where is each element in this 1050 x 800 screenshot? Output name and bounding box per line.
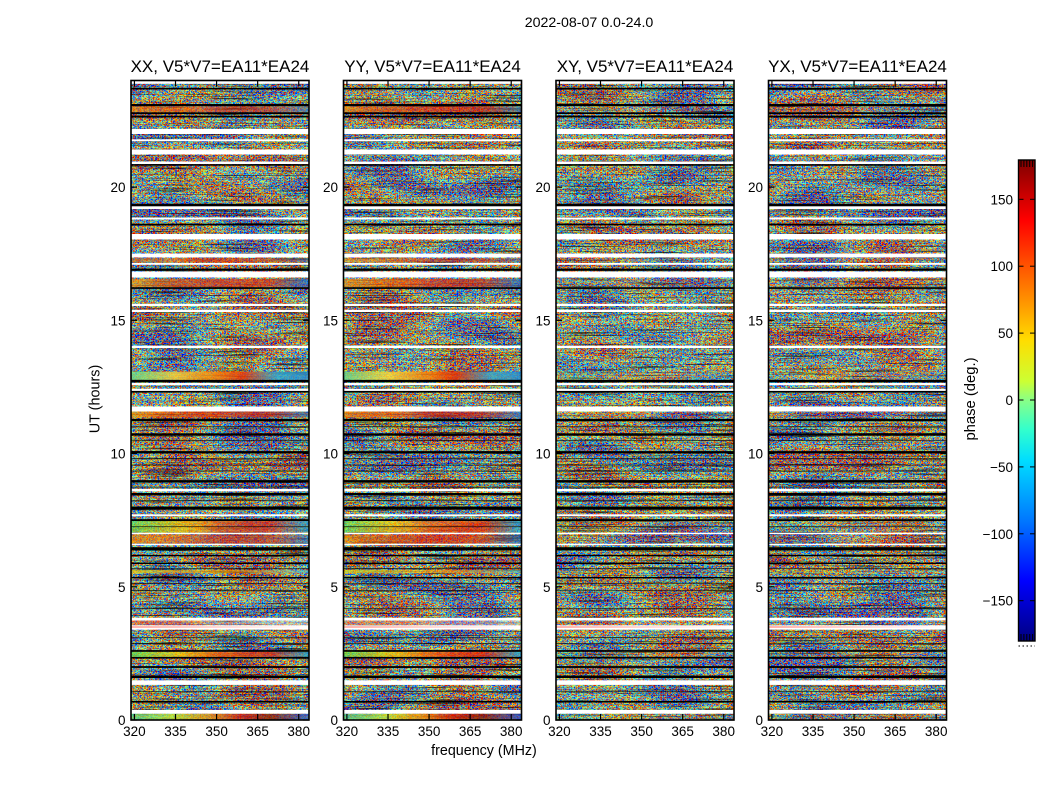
- svg-text:15: 15: [110, 313, 125, 328]
- svg-text:380: 380: [712, 724, 735, 739]
- svg-text:50: 50: [998, 326, 1013, 341]
- svg-text:10: 10: [323, 447, 338, 462]
- svg-text:0: 0: [755, 713, 763, 728]
- svg-text:5: 5: [543, 580, 551, 595]
- svg-text:20: 20: [110, 180, 125, 195]
- svg-text:YX, V5*V7=EA11*EA24: YX, V5*V7=EA11*EA24: [768, 57, 947, 76]
- svg-text:335: 335: [589, 724, 612, 739]
- svg-text:10: 10: [110, 447, 125, 462]
- svg-text:UT (hours): UT (hours): [88, 365, 104, 434]
- svg-text:335: 335: [802, 724, 825, 739]
- svg-text:15: 15: [535, 313, 550, 328]
- svg-text:320: 320: [548, 724, 571, 739]
- svg-text:XY, V5*V7=EA11*EA24: XY, V5*V7=EA11*EA24: [557, 57, 734, 76]
- svg-text:frequency (MHz): frequency (MHz): [431, 743, 537, 759]
- svg-text:YY, V5*V7=EA11*EA24: YY, V5*V7=EA11*EA24: [344, 57, 521, 76]
- svg-text:−100: −100: [983, 527, 1013, 542]
- svg-text:0: 0: [118, 713, 126, 728]
- svg-text:365: 365: [671, 724, 694, 739]
- svg-text:5: 5: [118, 580, 126, 595]
- svg-text:0: 0: [330, 713, 338, 728]
- svg-text:350: 350: [418, 724, 441, 739]
- svg-text:15: 15: [323, 313, 338, 328]
- svg-text:10: 10: [748, 447, 763, 462]
- svg-text:335: 335: [164, 724, 187, 739]
- svg-text:2022-08-07 0.0-24.0: 2022-08-07 0.0-24.0: [525, 15, 654, 31]
- svg-text:380: 380: [500, 724, 523, 739]
- svg-text:365: 365: [246, 724, 269, 739]
- svg-text:320: 320: [336, 724, 359, 739]
- svg-text:320: 320: [123, 724, 146, 739]
- svg-text:20: 20: [323, 180, 338, 195]
- svg-text:5: 5: [755, 580, 763, 595]
- svg-text:20: 20: [748, 180, 763, 195]
- svg-text:20: 20: [535, 180, 550, 195]
- svg-text:−150: −150: [983, 594, 1013, 609]
- svg-text:5: 5: [330, 580, 338, 595]
- svg-text:phase (deg.): phase (deg.): [963, 357, 979, 440]
- svg-text:380: 380: [925, 724, 948, 739]
- svg-text:350: 350: [630, 724, 653, 739]
- svg-text:150: 150: [990, 192, 1013, 207]
- svg-text:320: 320: [761, 724, 784, 739]
- svg-text:0: 0: [1005, 393, 1013, 408]
- svg-text:350: 350: [843, 724, 866, 739]
- svg-text:100: 100: [990, 259, 1013, 274]
- svg-text:−50: −50: [990, 460, 1013, 475]
- svg-text:XX, V5*V7=EA11*EA24: XX, V5*V7=EA11*EA24: [131, 57, 310, 76]
- svg-text:350: 350: [205, 724, 228, 739]
- svg-text:10: 10: [535, 447, 550, 462]
- svg-text:365: 365: [459, 724, 482, 739]
- svg-text:0: 0: [543, 713, 551, 728]
- svg-text:15: 15: [748, 313, 763, 328]
- svg-text:380: 380: [287, 724, 310, 739]
- svg-text:335: 335: [377, 724, 400, 739]
- svg-text:365: 365: [884, 724, 907, 739]
